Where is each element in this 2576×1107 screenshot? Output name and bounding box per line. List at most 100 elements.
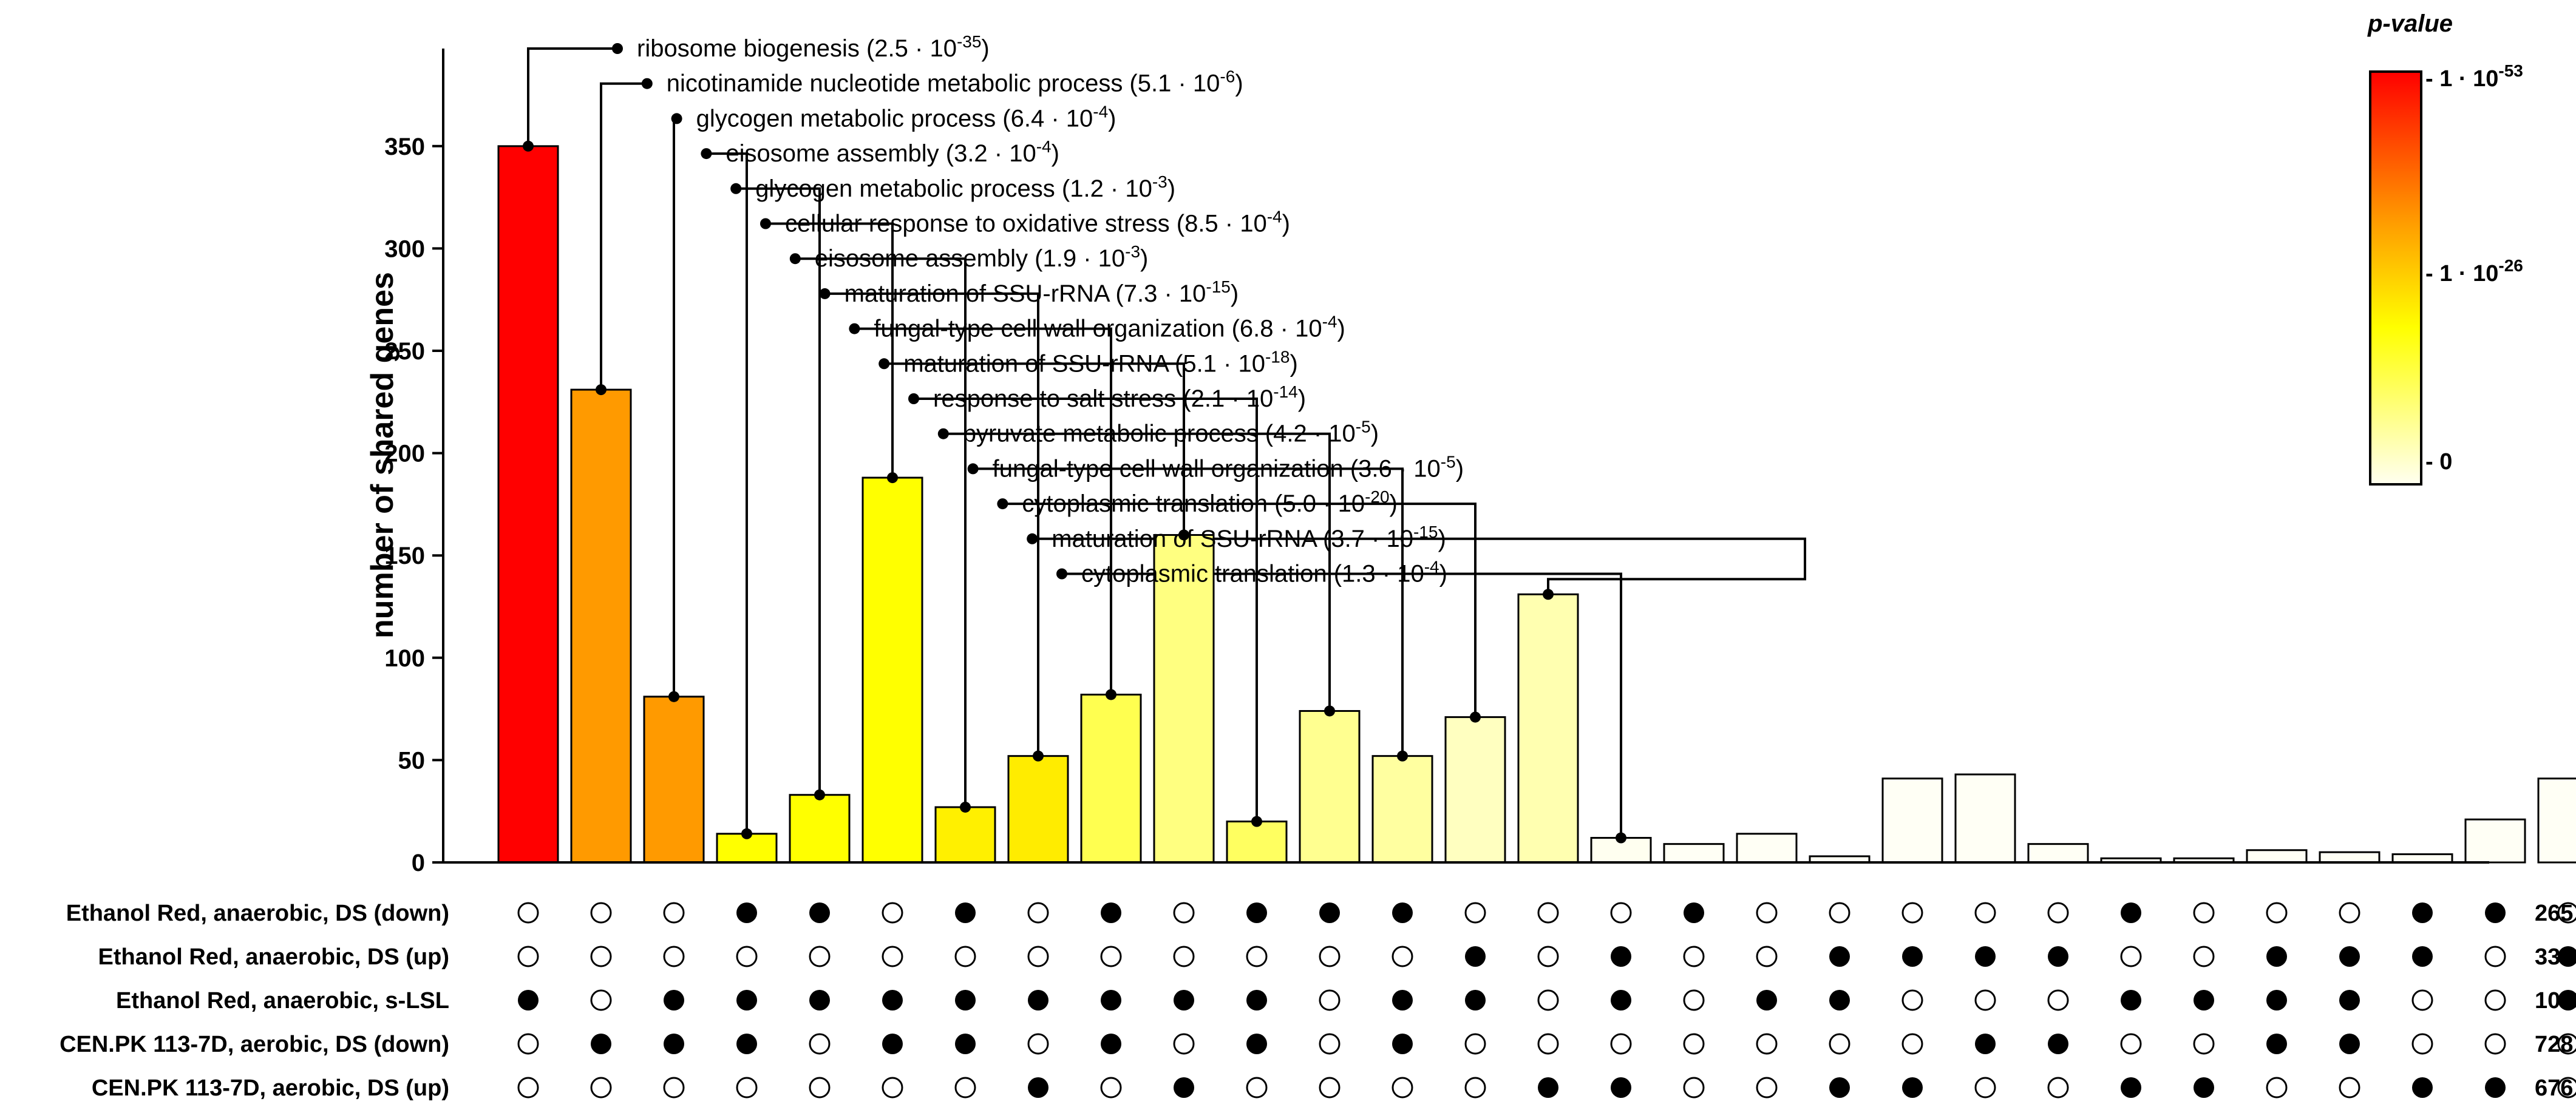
label-anchor-dot — [849, 323, 860, 334]
set-label: CEN.PK 113-7D, aerobic, DS (up) — [92, 1075, 449, 1101]
bar — [2464, 818, 2526, 864]
colorbar-tick-label: - 1 · 10-53 — [2425, 61, 2523, 92]
membership-dot-empty — [736, 1077, 758, 1099]
colorbar-tick-label: - 1 · 10-26 — [2425, 256, 2523, 286]
annotation-label: eisosome assembly (1.9 · 10-3) — [815, 242, 1149, 272]
membership-dot-empty — [590, 946, 612, 967]
set-label: Ethanol Red, anaerobic, DS (down) — [66, 901, 449, 926]
membership-dot-filled — [2194, 990, 2214, 1011]
membership-dot-filled — [1465, 990, 1486, 1011]
membership-dot-empty — [1901, 902, 1923, 924]
membership-dot-filled — [1975, 946, 1996, 967]
membership-dot-filled — [664, 1034, 684, 1054]
membership-dot-empty — [2411, 1033, 2433, 1055]
label-anchor-dot — [997, 498, 1008, 510]
membership-dot-empty — [1027, 1033, 1049, 1055]
membership-dot-filled — [2412, 902, 2433, 923]
colorbar-gradient — [2369, 70, 2422, 486]
membership-dot-empty — [517, 902, 539, 924]
bar — [1080, 693, 1142, 864]
membership-dot-empty — [1027, 946, 1049, 967]
colorbar-tick-label: - 0 — [2425, 449, 2452, 475]
bar-anchor-dot — [887, 472, 898, 484]
annotation-label: pyruvate metabolic process (4.2 · 10-5) — [963, 418, 1379, 447]
annotation-connectors — [527, 47, 1806, 838]
bar-anchor-dot — [668, 691, 679, 702]
membership-dot-filled — [2121, 902, 2141, 923]
membership-dot-empty — [1756, 1077, 1778, 1099]
membership-dot-filled — [2121, 1077, 2141, 1098]
membership-dot-filled — [2558, 946, 2576, 967]
membership-dot-filled — [2266, 946, 2287, 967]
bar — [934, 806, 996, 864]
membership-dot-empty — [1319, 989, 1341, 1011]
y-tick-label: 100 — [384, 645, 425, 672]
membership-dot-empty — [809, 1077, 831, 1099]
membership-dot-empty — [1537, 989, 1559, 1011]
set-total: 1053 — [2535, 988, 2576, 1014]
bar-anchor-dot — [523, 140, 534, 152]
membership-dot-empty — [882, 946, 903, 967]
membership-dot-filled — [2339, 1034, 2360, 1054]
membership-dot-empty — [2339, 1077, 2360, 1099]
bar-anchor-dot — [960, 801, 971, 813]
annotation-connector — [706, 152, 748, 834]
membership-dot-empty — [590, 902, 612, 924]
annotation-connector — [1032, 537, 1806, 595]
annotation-connector — [795, 257, 967, 807]
membership-dot-empty — [2266, 902, 2288, 924]
membership-dot-empty — [2193, 1033, 2215, 1055]
membership-dot-empty — [1901, 989, 1923, 1011]
set-membership-matrix: Ethanol Red, anaerobic, DS (down) 265 Etha… — [59, 901, 2576, 1101]
membership-dot-empty — [1974, 989, 1996, 1011]
membership-dot-filled — [736, 902, 757, 923]
membership-dot-empty — [2484, 1033, 2506, 1055]
y-tick-label: 200 — [384, 441, 425, 467]
colorbar: p-value - 1 · 10-53 - 1 · 10-26 - 0 — [2367, 10, 2523, 486]
membership-dot-empty — [590, 1077, 612, 1099]
membership-dot-empty — [1027, 902, 1049, 924]
membership-dot-empty — [809, 946, 831, 967]
membership-dot-filled — [2048, 946, 2068, 967]
membership-dot-filled — [882, 990, 903, 1011]
membership-dot-empty — [1974, 1077, 1996, 1099]
membership-dot-filled — [1465, 946, 1486, 967]
membership-dot-empty — [1173, 946, 1195, 967]
membership-dot-empty — [2047, 989, 2069, 1011]
membership-dot-empty — [1901, 1033, 1923, 1055]
membership-dot-filled — [1538, 1077, 1558, 1098]
membership-dot-empty — [1756, 902, 1778, 924]
y-tick-label: 150 — [384, 543, 425, 569]
label-anchor-dot — [701, 148, 712, 160]
membership-dot-empty — [2266, 1077, 2288, 1099]
membership-dot-filled — [1829, 990, 1850, 1011]
annotation-label: maturation of SSU-rRNA (3.7 · 10-15) — [1052, 523, 1446, 552]
membership-dot-empty — [2120, 1033, 2142, 1055]
membership-dot-filled — [1611, 990, 1631, 1011]
membership-dot-empty — [663, 902, 685, 924]
annotation-label: glycogen metabolic process (1.2 · 10-3) — [755, 172, 1175, 202]
annotation-connector — [1002, 503, 1477, 717]
bar — [1226, 821, 1288, 864]
membership-dot-filled — [1611, 1077, 1631, 1098]
membership-dot-filled — [2412, 946, 2433, 967]
membership-dot-empty — [1464, 902, 1486, 924]
bar — [789, 794, 851, 864]
annotation-label: maturation of SSU-rRNA (7.3 · 10-15) — [845, 277, 1239, 307]
bar-anchor-dot — [1616, 832, 1626, 844]
y-tick-label: 0 — [412, 850, 425, 876]
annotation-label: ribosome biogenesis (2.5 · 10-35) — [637, 32, 990, 62]
y-tick-label: 300 — [384, 235, 425, 262]
bars — [497, 145, 2576, 864]
membership-dot-empty — [1246, 1077, 1268, 1099]
annotation-labels: ribosome biogenesis (2.5 · 10-35) nicotin… — [637, 32, 1464, 587]
membership-dot-filled — [1829, 1077, 1850, 1098]
bar — [570, 388, 632, 864]
membership-dot-empty — [1610, 1033, 1632, 1055]
annotation-connector — [973, 467, 1404, 756]
membership-dot-empty — [1392, 1077, 1413, 1099]
annotation-connector — [527, 47, 617, 146]
set-label: Ethanol Red, anaerobic, DS (up) — [98, 944, 450, 970]
membership-dot-empty — [1683, 946, 1705, 967]
membership-dot-filled — [1902, 1077, 1923, 1098]
